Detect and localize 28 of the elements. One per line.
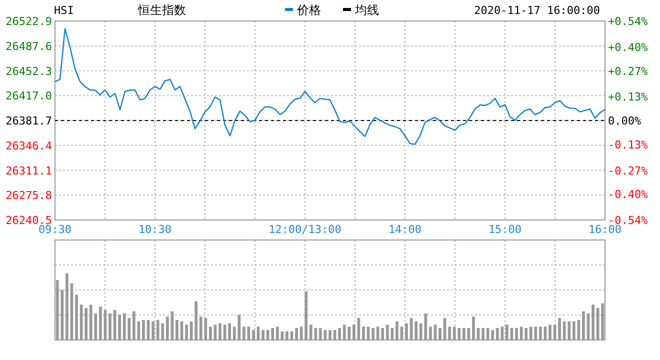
x-tick-label: 14:00 <box>388 223 422 236</box>
legend-label: 均线 <box>354 3 379 17</box>
y2-tick-label: -0.27% <box>608 164 648 178</box>
y-tick-label: 26452.3 <box>6 64 52 78</box>
x-tick-label: 10:30 <box>138 223 172 236</box>
y2-tick-label: -0.13% <box>608 138 648 152</box>
line-series <box>54 28 606 145</box>
text: 2020-11-17 16:00:00 <box>474 4 600 17</box>
x-tick-label: 12:00/13:00 <box>268 223 342 236</box>
y2-tick-label: +0.13% <box>608 90 648 104</box>
y2-tick-label: +0.54% <box>608 15 648 28</box>
y-tick-label: 26522.9 <box>6 15 52 28</box>
y2-tick-label: 0.00% <box>608 114 642 128</box>
legend-label: 价格 <box>296 3 321 17</box>
y-tick-label: 26417.0 <box>6 90 52 103</box>
y2-tick-label: +0.40% <box>608 40 648 54</box>
y-tick-label: 26311.1 <box>6 164 52 178</box>
chart-title: 恒生指数 <box>137 3 186 17</box>
y-tick-label: 26381.7 <box>6 114 52 128</box>
y2-tick-label: -0.40% <box>608 188 648 202</box>
x-tick-label: 15:00 <box>488 223 522 236</box>
y-tick-label: 26346.4 <box>6 139 52 152</box>
x-tick-label: 16:00 <box>588 223 622 236</box>
y-tick-label: 26275.8 <box>6 189 52 202</box>
y2-tick-label: +0.27% <box>608 64 648 78</box>
y-tick-label: 26487.6 <box>6 40 52 53</box>
x-tick-label: 09:30 <box>38 223 72 236</box>
text: HSI <box>54 4 74 17</box>
